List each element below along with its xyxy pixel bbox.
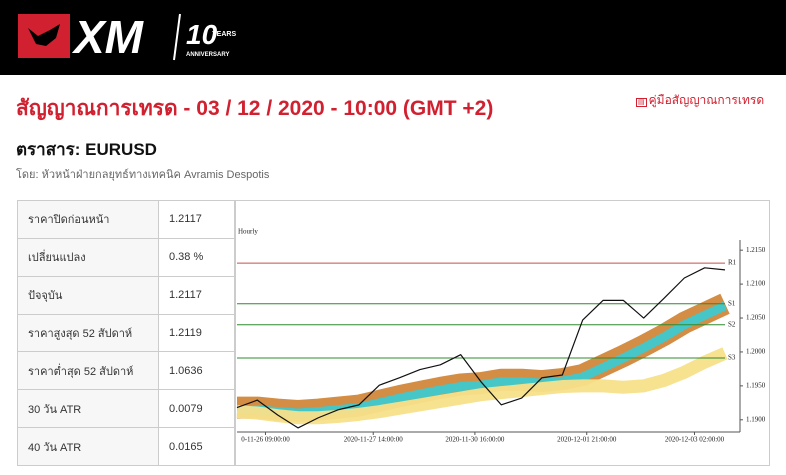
y-tick-label: 1.2150 xyxy=(746,246,766,254)
table-row: 40 วัน ATR 0.0165 xyxy=(17,427,235,466)
y-tick-label: 1.1900 xyxy=(746,415,766,423)
label-cell: 40 วัน ATR xyxy=(17,427,159,466)
y-tick-label: 1.1950 xyxy=(746,381,766,389)
guide-link[interactable]: ▤ คู่มือสัญญาณการเทรด xyxy=(636,91,764,110)
x-tick-label: 2020-12-03 02:00:00 xyxy=(665,436,725,444)
years-number: 10 xyxy=(186,19,218,50)
label-cell: เปลี่ยนแปลง xyxy=(17,237,159,277)
x-tick-label: 2020-11-30 16:00:00 xyxy=(445,436,505,444)
value-cell: 1.2117 xyxy=(158,200,235,239)
table-row: เปลี่ยนแปลง 0.38 % xyxy=(17,237,235,277)
label-cell: ราคาปิดก่อนหน้า xyxy=(17,200,159,239)
value-cell: 0.38 % xyxy=(158,237,235,277)
table-row: ราคาต่ำสุด 52 สัปดาห์ 1.0636 xyxy=(17,351,235,391)
instrument: ตราสาร: EURUSD xyxy=(16,140,157,159)
label-cell: ปัจจุบัน xyxy=(17,275,159,315)
table-row: ราคาปิดก่อนหน้า 1.2117 xyxy=(17,200,235,239)
chart-frame xyxy=(235,200,770,466)
value-cell: 1.2117 xyxy=(158,275,235,315)
stats-table: ราคาปิดก่อนหน้า 1.2117 เปลี่ยนแปลง 0.38 % ปั… xyxy=(17,200,235,466)
author: โดย: หัวหน้าฝ่ายกลยุทธ์ทางเทคนิค Avramis… xyxy=(16,169,270,181)
brand: XM xyxy=(71,11,145,63)
value-cell: 1.2119 xyxy=(158,313,235,353)
level-label: S1 xyxy=(728,299,736,307)
anniversary: ANNIVERSARY xyxy=(186,52,229,58)
y-tick-label: 1.2000 xyxy=(746,348,766,356)
bull-icon xyxy=(28,24,60,46)
page-title: สัญญาณการเทรด - 03 / 12 / 2020 - 10:00 (… xyxy=(16,97,494,120)
price-line xyxy=(236,267,726,429)
header: XM 10 YEARS ANNIVERSARY xyxy=(0,0,786,75)
chart-title: Hourly xyxy=(238,228,258,236)
label-cell: 30 วัน ATR xyxy=(17,389,159,429)
table-row: ราคาสูงสุด 52 สัปดาห์ 1.2119 xyxy=(17,313,235,353)
guide-text[interactable]: คู่มือสัญญาณการเทรด xyxy=(648,93,765,107)
level-label: S2 xyxy=(728,320,736,328)
table-row: 30 วัน ATR 0.0079 xyxy=(17,389,235,429)
table-row: ปัจจุบัน 1.2117 xyxy=(17,275,235,315)
level-label: R1 xyxy=(728,259,737,267)
chart: Hourly 1.2150 1.2100 1.2050 1.2000 1.1950 1.19… xyxy=(235,200,770,466)
x-tick-label: 0-11-26 09:00:00 xyxy=(241,436,290,444)
divider xyxy=(173,13,181,61)
value-cell: 0.0165 xyxy=(158,427,235,466)
label-cell: ราคาต่ำสุด 52 สัปดาห์ xyxy=(17,351,159,391)
y-tick-label: 1.2050 xyxy=(746,314,766,322)
value-cell: 0.0079 xyxy=(158,389,235,429)
logo[interactable]: XM 10 YEARS ANNIVERSARY xyxy=(0,0,250,75)
label-cell: ราคาสูงสุด 52 สัปดาห์ xyxy=(17,313,159,353)
value-cell: 1.0636 xyxy=(158,351,235,391)
y-tick-label: 1.2100 xyxy=(746,280,766,288)
years-word: YEARS xyxy=(212,31,236,38)
pdf-icon: ▤ xyxy=(636,98,647,107)
x-tick-label: 2020-11-27 14:00:00 xyxy=(344,436,404,444)
x-tick-label: 2020-12-01 21:00:00 xyxy=(557,436,617,444)
level-label: S3 xyxy=(728,354,736,362)
